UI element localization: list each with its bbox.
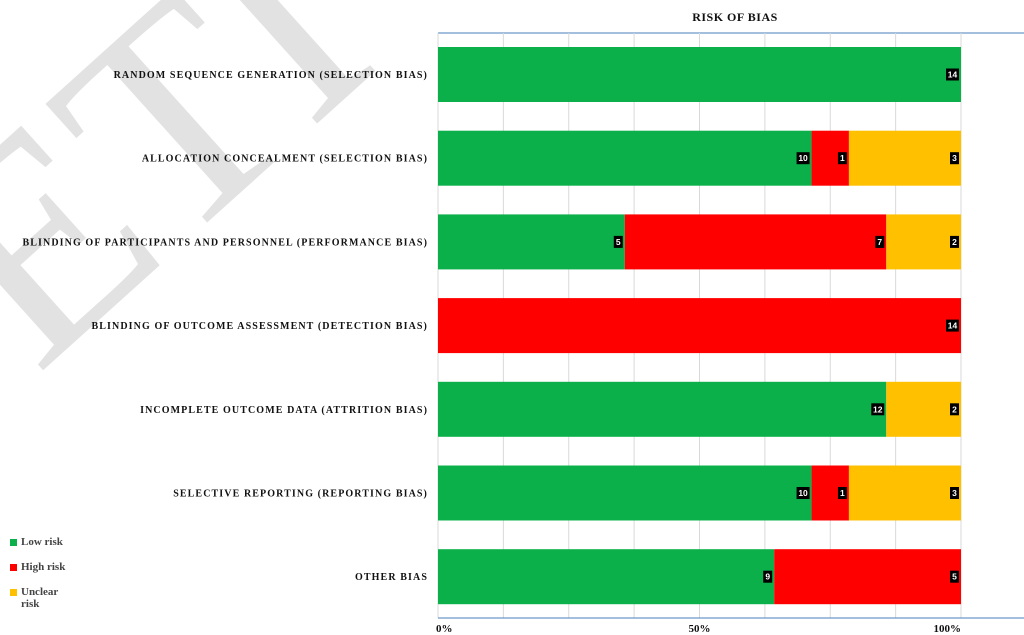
bar-segment [848, 465, 961, 521]
category-label: RANDOM SEQUENCE GENERATION (SELECTION BI… [114, 70, 428, 81]
data-label-box [950, 152, 959, 165]
data-label-box [871, 403, 885, 416]
data-label-box [950, 570, 959, 583]
bar-segment [438, 130, 812, 186]
bar-segment [438, 214, 625, 270]
data-label: 10 [798, 153, 808, 163]
data-label-box [763, 570, 773, 583]
data-label: 5 [616, 237, 621, 247]
data-label-box [837, 152, 847, 165]
data-label: 9 [765, 572, 770, 582]
legend-swatch-unclear [10, 589, 17, 596]
bar-segment [438, 549, 775, 605]
legend-label-low: Low risk [21, 536, 63, 548]
bar-segment [886, 214, 961, 270]
data-label-box [950, 487, 959, 499]
data-label-box [946, 68, 959, 81]
data-label: 14 [948, 70, 958, 80]
legend-swatch-low [10, 539, 17, 546]
data-label: 7 [877, 237, 882, 247]
category-label: BLINDING OF PARTICIPANTS AND PERSONNEL (… [22, 237, 428, 248]
legend-item-low: Low risk [10, 536, 100, 548]
data-label-box [875, 235, 885, 248]
data-label: 2 [952, 237, 957, 247]
data-label-box [950, 403, 959, 416]
legend-label-high: High risk [21, 561, 66, 573]
data-label: 1 [840, 153, 845, 163]
category-label: BLINDING OF OUTCOME ASSESSMENT (DETECTIO… [92, 321, 429, 332]
category-label: ALLOCATION CONCEALMENT (SELECTION BIAS) [142, 154, 428, 165]
data-label-box [837, 487, 847, 499]
legend-label-unclear: Unclear risk [21, 586, 59, 610]
bar-segment [624, 214, 887, 270]
x-tick-label: 50% [689, 623, 711, 635]
category-label: SELECTIVE REPORTING (REPORTING BIAS) [173, 489, 428, 500]
legend-item-unclear: Unclear risk [10, 586, 100, 610]
data-label-box [796, 487, 810, 499]
data-label-box [946, 319, 959, 332]
bar-segment [774, 549, 961, 605]
data-label-box [613, 235, 623, 248]
data-label: 12 [873, 404, 883, 414]
data-label: 3 [952, 153, 957, 163]
data-label-box [950, 235, 959, 248]
data-label-box [796, 152, 810, 165]
x-tick-label: 0% [436, 623, 453, 635]
bar-segment [438, 298, 961, 354]
legend-item-high: High risk [10, 561, 100, 573]
data-label: 10 [798, 488, 808, 498]
bar-segment [438, 381, 887, 437]
category-label: INCOMPLETE OUTCOME DATA (ATTRITION BIAS) [140, 405, 428, 416]
bar-segment [438, 465, 812, 521]
data-label: 14 [948, 321, 958, 331]
legend: Low risk High risk Unclear risk [10, 536, 100, 623]
data-label: 5 [952, 572, 957, 582]
bar-segment [438, 47, 961, 102]
legend-swatch-high [10, 564, 17, 571]
chart-title: RISK OF BIAS [692, 10, 778, 24]
data-label: 2 [952, 404, 957, 414]
data-label: 1 [840, 488, 845, 498]
data-label: 3 [952, 488, 957, 498]
bar-segment [886, 381, 961, 437]
x-tick-label: 100% [934, 623, 962, 635]
category-label: OTHER BIAS [355, 572, 428, 583]
bar-segment [848, 130, 961, 186]
